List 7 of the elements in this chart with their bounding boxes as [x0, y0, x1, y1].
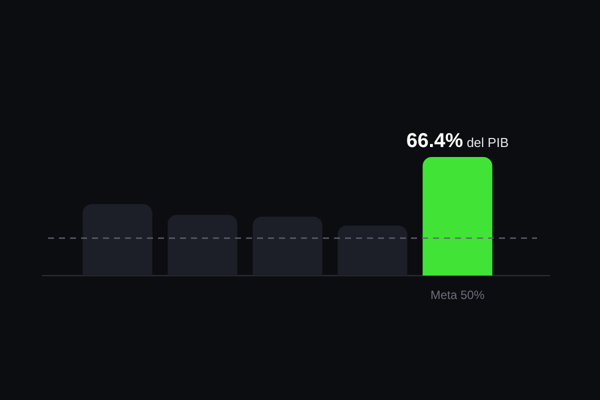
bar [422, 157, 492, 276]
bar [252, 216, 322, 276]
bar [338, 226, 408, 276]
bar [168, 214, 238, 276]
x-tick-label: Meta 50% [430, 288, 485, 302]
bar [82, 204, 152, 276]
data-label: 66.4% del PIB [406, 130, 509, 152]
